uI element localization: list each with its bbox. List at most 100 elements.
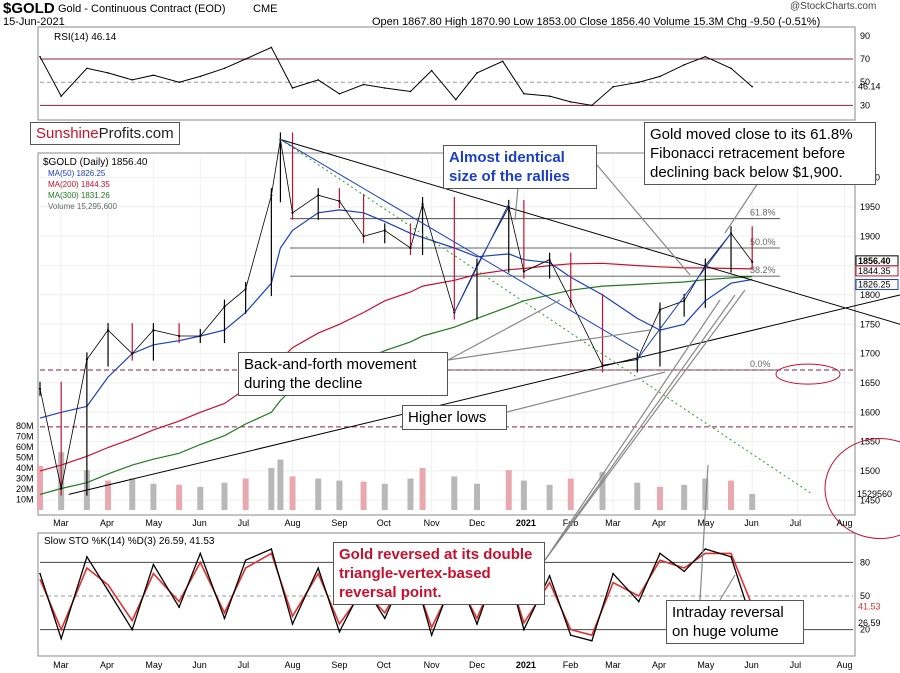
volume-tick-label: 60M xyxy=(16,442,34,452)
volume-bar xyxy=(451,476,458,510)
leader-back-forth-1 xyxy=(447,299,561,361)
volume-last-label: 1529560 xyxy=(857,489,892,499)
rsi-point xyxy=(199,75,202,78)
volume-bar xyxy=(419,468,426,510)
stoch-k-point xyxy=(704,548,707,550)
leader-intraday-1 xyxy=(699,464,709,601)
logo-part-1: Sunshine xyxy=(36,125,99,142)
volume-bar xyxy=(37,465,43,510)
volume-bar xyxy=(656,486,663,510)
price-point xyxy=(421,202,424,206)
leader-fibonacci xyxy=(724,179,761,234)
stoch-k-point xyxy=(730,556,732,558)
stoch-k-point xyxy=(244,559,247,561)
volume-bar xyxy=(242,478,249,510)
stoch-k-point xyxy=(548,575,551,577)
rsi-point xyxy=(612,86,614,88)
rsi-panel xyxy=(37,26,856,121)
volume-bar xyxy=(336,480,343,510)
volume-bar xyxy=(634,482,641,510)
rsi-point xyxy=(523,93,525,95)
price-tick-label: 1700 xyxy=(860,349,880,359)
chart-date: 15-Jun-2021 xyxy=(3,16,65,28)
rsi-point xyxy=(152,74,155,77)
price-point xyxy=(38,387,42,390)
callout-back-and-forth: Back-and-forth movement during the decli… xyxy=(238,352,448,396)
callout-reversal: Gold reversed at its double triangle-ver… xyxy=(333,542,545,605)
price-x-tick-label: May xyxy=(145,518,163,528)
stoch-x-tick-label: Jun xyxy=(192,660,207,670)
volume-tick-label: 20M xyxy=(16,484,34,494)
price-point xyxy=(683,299,686,302)
price-point xyxy=(85,358,88,361)
price-x-tick-label: 2021 xyxy=(516,518,536,528)
stoch-k-point xyxy=(291,623,294,625)
price-x-tick-label: Aug xyxy=(285,518,301,528)
rsi-point xyxy=(591,104,593,107)
ma200-line xyxy=(39,262,753,472)
price-tick-label: 1750 xyxy=(860,319,880,329)
rsi-point xyxy=(659,75,661,78)
stoch-k-point xyxy=(569,634,572,636)
volume-bar xyxy=(546,484,553,510)
volume-bar xyxy=(728,480,735,510)
stoch-tick-label: 20 xyxy=(860,625,870,635)
fibonacci-label: 61.8% xyxy=(750,208,776,218)
stoch-x-tick-label: Jun xyxy=(744,660,759,670)
rsi-point xyxy=(637,81,640,83)
rsi-point xyxy=(362,83,365,86)
price-x-tick-label: May xyxy=(697,518,715,528)
volume-bar xyxy=(150,483,157,510)
volume-tick-label: 80M xyxy=(16,421,34,431)
price-point xyxy=(522,270,525,273)
leader-reversal-2 xyxy=(544,294,736,561)
price-value-label: 1844.35 xyxy=(858,266,891,276)
rsi-point xyxy=(455,98,457,101)
volume-bar xyxy=(277,459,284,510)
leader-intraday-2 xyxy=(719,574,736,601)
stoch-k-point xyxy=(612,572,614,575)
stoch-k-point xyxy=(152,563,155,566)
rsi-point xyxy=(317,79,320,81)
ohlc-readout: Open 1867.80 High 1870.90 Low 1853.00 Cl… xyxy=(372,16,821,28)
stoch-x-tick-label: Mar xyxy=(53,660,69,670)
price-value-tag xyxy=(855,265,899,277)
watermark: @StockCharts.com xyxy=(790,1,877,12)
price-x-tick-label: Aug xyxy=(836,518,852,528)
stoch-x-tick-label: 2021 xyxy=(516,660,536,670)
stoch-k-point xyxy=(86,556,88,558)
rsi-tick-label: 30 xyxy=(860,100,870,110)
support-trendline xyxy=(68,294,900,495)
stoch-x-tick-label: Nov xyxy=(424,660,441,670)
stoch-x-tick-label: Dec xyxy=(469,660,486,670)
volume-bar xyxy=(407,478,414,510)
rsi-point xyxy=(569,101,572,103)
rsi-point xyxy=(60,95,62,97)
leader-rallies-1 xyxy=(596,164,691,276)
price-point xyxy=(178,334,181,338)
price-x-tick-label: Jun xyxy=(744,518,759,528)
callout-higher-lows: Higher lows xyxy=(402,405,507,430)
stoch-tick-label: 80 xyxy=(860,557,870,567)
volume-bar xyxy=(129,478,136,510)
rsi-point xyxy=(430,69,433,72)
rsi-point xyxy=(409,90,412,93)
price-x-tick-label: Oct xyxy=(377,518,392,528)
rsi-point xyxy=(501,60,504,63)
price-x-tick-label: Mar xyxy=(53,518,69,528)
rsi-tick-label: 50 xyxy=(860,77,870,87)
rsi-point xyxy=(730,67,732,70)
symbol-description: Gold - Continuous Contract (EOD) xyxy=(58,3,226,15)
price-tick-label: 1500 xyxy=(860,466,880,476)
stoch-k-point xyxy=(383,617,386,620)
price-point xyxy=(569,299,572,302)
price-point xyxy=(548,258,551,261)
volume-bar xyxy=(702,478,709,510)
stoch-last-d: 41.53 xyxy=(858,601,881,611)
price-point xyxy=(270,194,273,197)
stoch-k-point xyxy=(270,548,273,550)
price-point xyxy=(60,487,63,490)
rsi-point xyxy=(338,93,341,95)
price-point xyxy=(751,260,754,263)
price-line xyxy=(39,139,753,489)
